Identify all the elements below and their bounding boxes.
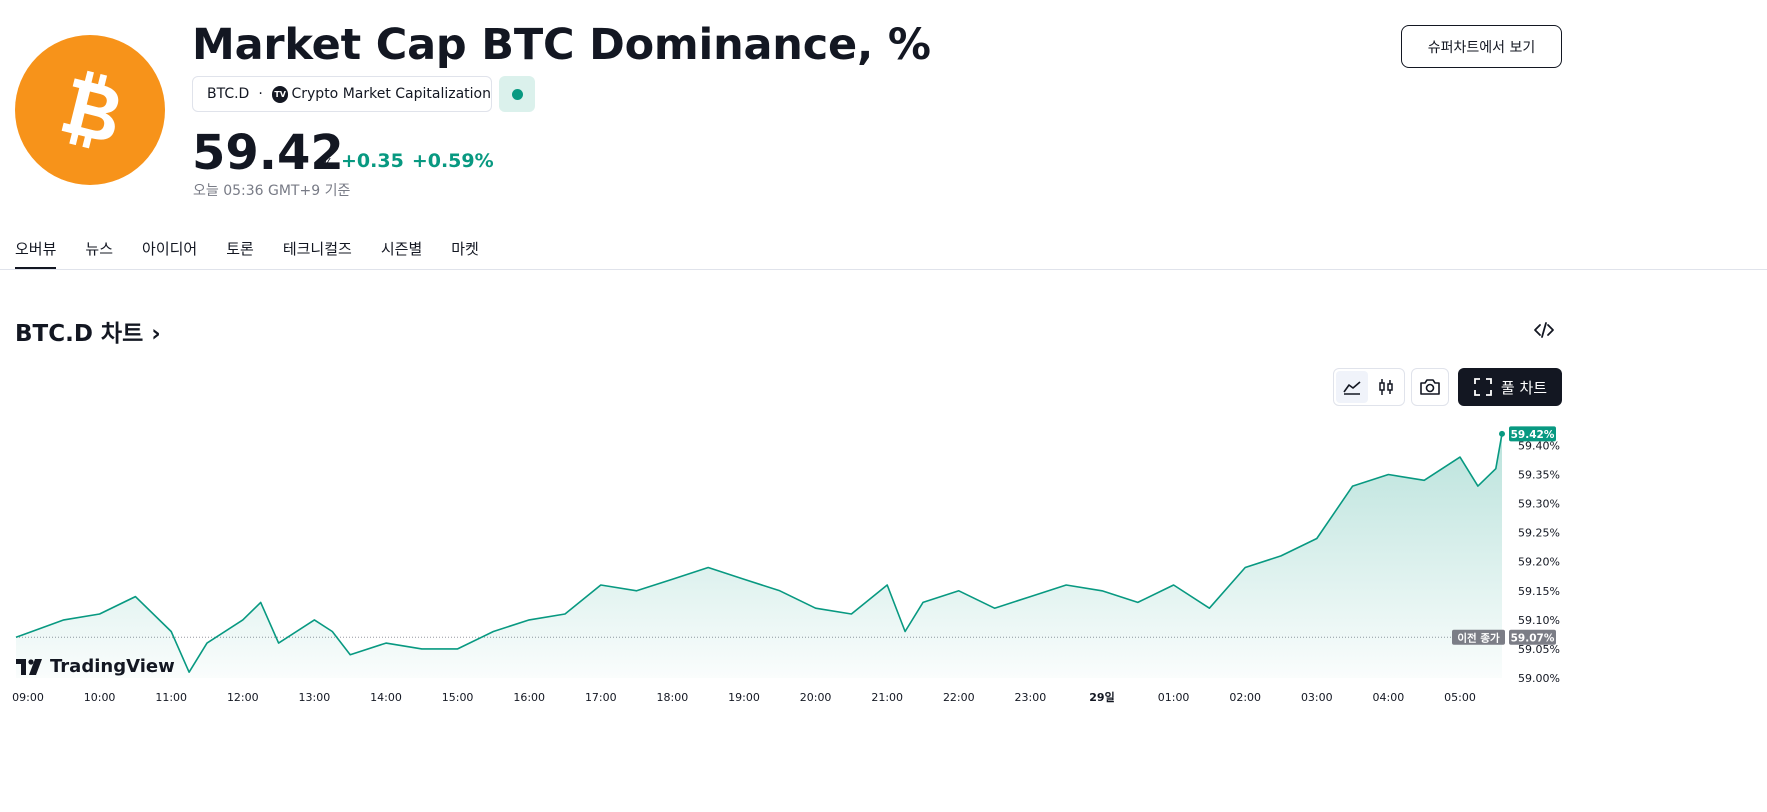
x-tick-label: 17:00 [585,691,617,704]
chart-style-toolbar [1333,368,1405,406]
embed-code-icon[interactable] [1532,318,1556,342]
symbol-source-chip[interactable]: BTC.D · TV Crypto Market Capitalization [192,76,492,112]
y-tick-label: 59.40% [1518,439,1560,452]
price-value: 59.42 [192,125,344,181]
price-unit: % [321,157,334,172]
x-tick-label: 19:00 [728,691,760,704]
as-of-timestamp: 오늘 05:36 GMT+9 기준 [193,183,351,199]
tab-markets[interactable]: 마켓 [451,240,479,258]
previous-close-label-bg [1452,629,1505,645]
x-tick-label: 22:00 [943,691,975,704]
tradingview-icon: TV [271,85,289,103]
x-tick-label: 18:00 [657,691,689,704]
tradingview-icon [16,658,42,675]
x-tick-label: 12:00 [227,691,259,704]
x-tick-label: 21:00 [871,691,903,704]
full-chart-label: 풀 차트 [1500,378,1548,397]
price-area-chart[interactable]: 59.40% 59.35% 59.30% 59.25% 59.20% 59.15% 59.1… [0,420,1767,710]
symbol-label: BTC.D [207,86,250,102]
tab-overview[interactable]: 오버뷰 [15,238,57,270]
full-chart-button[interactable]: 풀 차트 [1458,368,1562,406]
x-tick-label: 15:00 [442,691,474,704]
tab-ideas[interactable]: 아이디어 [142,240,198,258]
area-chart-icon [1343,381,1361,395]
x-tick-label: 13:00 [299,691,331,704]
x-tick-label: 16:00 [513,691,545,704]
area-fill [16,433,1502,678]
previous-close-badge-bg [1509,629,1556,645]
page-title: Market Cap BTC Dominance, % [192,20,931,70]
status-dot-icon [511,88,523,100]
tab-bar: 오버뷰 뉴스 아이디어 토론 테크니컬즈 시즌별 마켓 [15,238,479,270]
previous-close-label: 이전 종가 [1457,631,1500,644]
y-tick-label: 59.10% [1518,614,1560,627]
data-point [1499,430,1505,437]
x-tick-label: 14:00 [370,691,402,704]
tabs-divider [0,269,1767,270]
last-value-badge: 59.42% [1511,429,1555,441]
last-value-badge-bg [1509,426,1556,442]
y-tick-label: 59.00% [1518,672,1560,685]
x-tick-label: 23:00 [1015,691,1047,704]
change-pct: +0.59% [411,150,494,172]
candles-chart-button[interactable] [1370,371,1402,403]
super-chart-button[interactable]: 슈퍼차트에서 보기 [1401,25,1562,68]
previous-close-badge: 59.07% [1511,632,1555,644]
fullscreen-icon [1474,378,1492,396]
tab-seasonals[interactable]: 시즌별 [380,240,423,258]
chart-heading-link[interactable]: BTC.D 차트 › [15,314,161,348]
tradingview-logo[interactable]: TradingView [16,656,175,677]
tab-technicals[interactable]: 테크니컬즈 [282,240,352,258]
bitcoin-icon [61,70,119,149]
x-tick-label: 03:00 [1301,691,1333,704]
x-tick-label: 04:00 [1373,691,1405,704]
x-tick-label: 11:00 [155,691,187,704]
y-tick-label: 59.30% [1518,498,1560,511]
market-status-chip[interactable] [499,76,535,112]
x-tick-label: 29일 [1089,690,1114,704]
candlestick-icon [1379,379,1393,395]
x-tick-label: 20:00 [800,691,832,704]
x-tick-label: 02:00 [1229,691,1261,704]
area-chart-button[interactable] [1336,371,1368,403]
chevron-right-icon: › [143,321,161,347]
y-tick-label: 59.20% [1518,556,1560,569]
snapshot-button[interactable] [1411,368,1449,406]
bitcoin-logo [15,35,165,185]
x-tick-label: 01:00 [1158,691,1190,704]
camera-icon [1420,379,1440,395]
change-abs: +0.35 [341,150,404,172]
x-tick-label: 09:00 [12,691,44,704]
x-tick-label: 05:00 [1444,691,1476,704]
y-tick-label: 59.15% [1518,585,1560,598]
tab-news[interactable]: 뉴스 [85,240,114,258]
separator: · [258,86,263,102]
source-label: Crypto Market Capitalization [291,86,491,102]
tab-discussion[interactable]: 토론 [226,240,254,258]
x-tick-label: 10:00 [84,691,116,704]
brand-label: TradingView [50,656,175,677]
y-tick-label: 59.05% [1518,643,1560,656]
series-line [15,433,1503,673]
chart-heading-label: BTC.D 차트 [15,321,144,347]
price-change: +0.35 +0.59% [341,150,494,172]
y-tick-label: 59.25% [1518,527,1560,540]
y-tick-label: 59.35% [1518,469,1560,482]
